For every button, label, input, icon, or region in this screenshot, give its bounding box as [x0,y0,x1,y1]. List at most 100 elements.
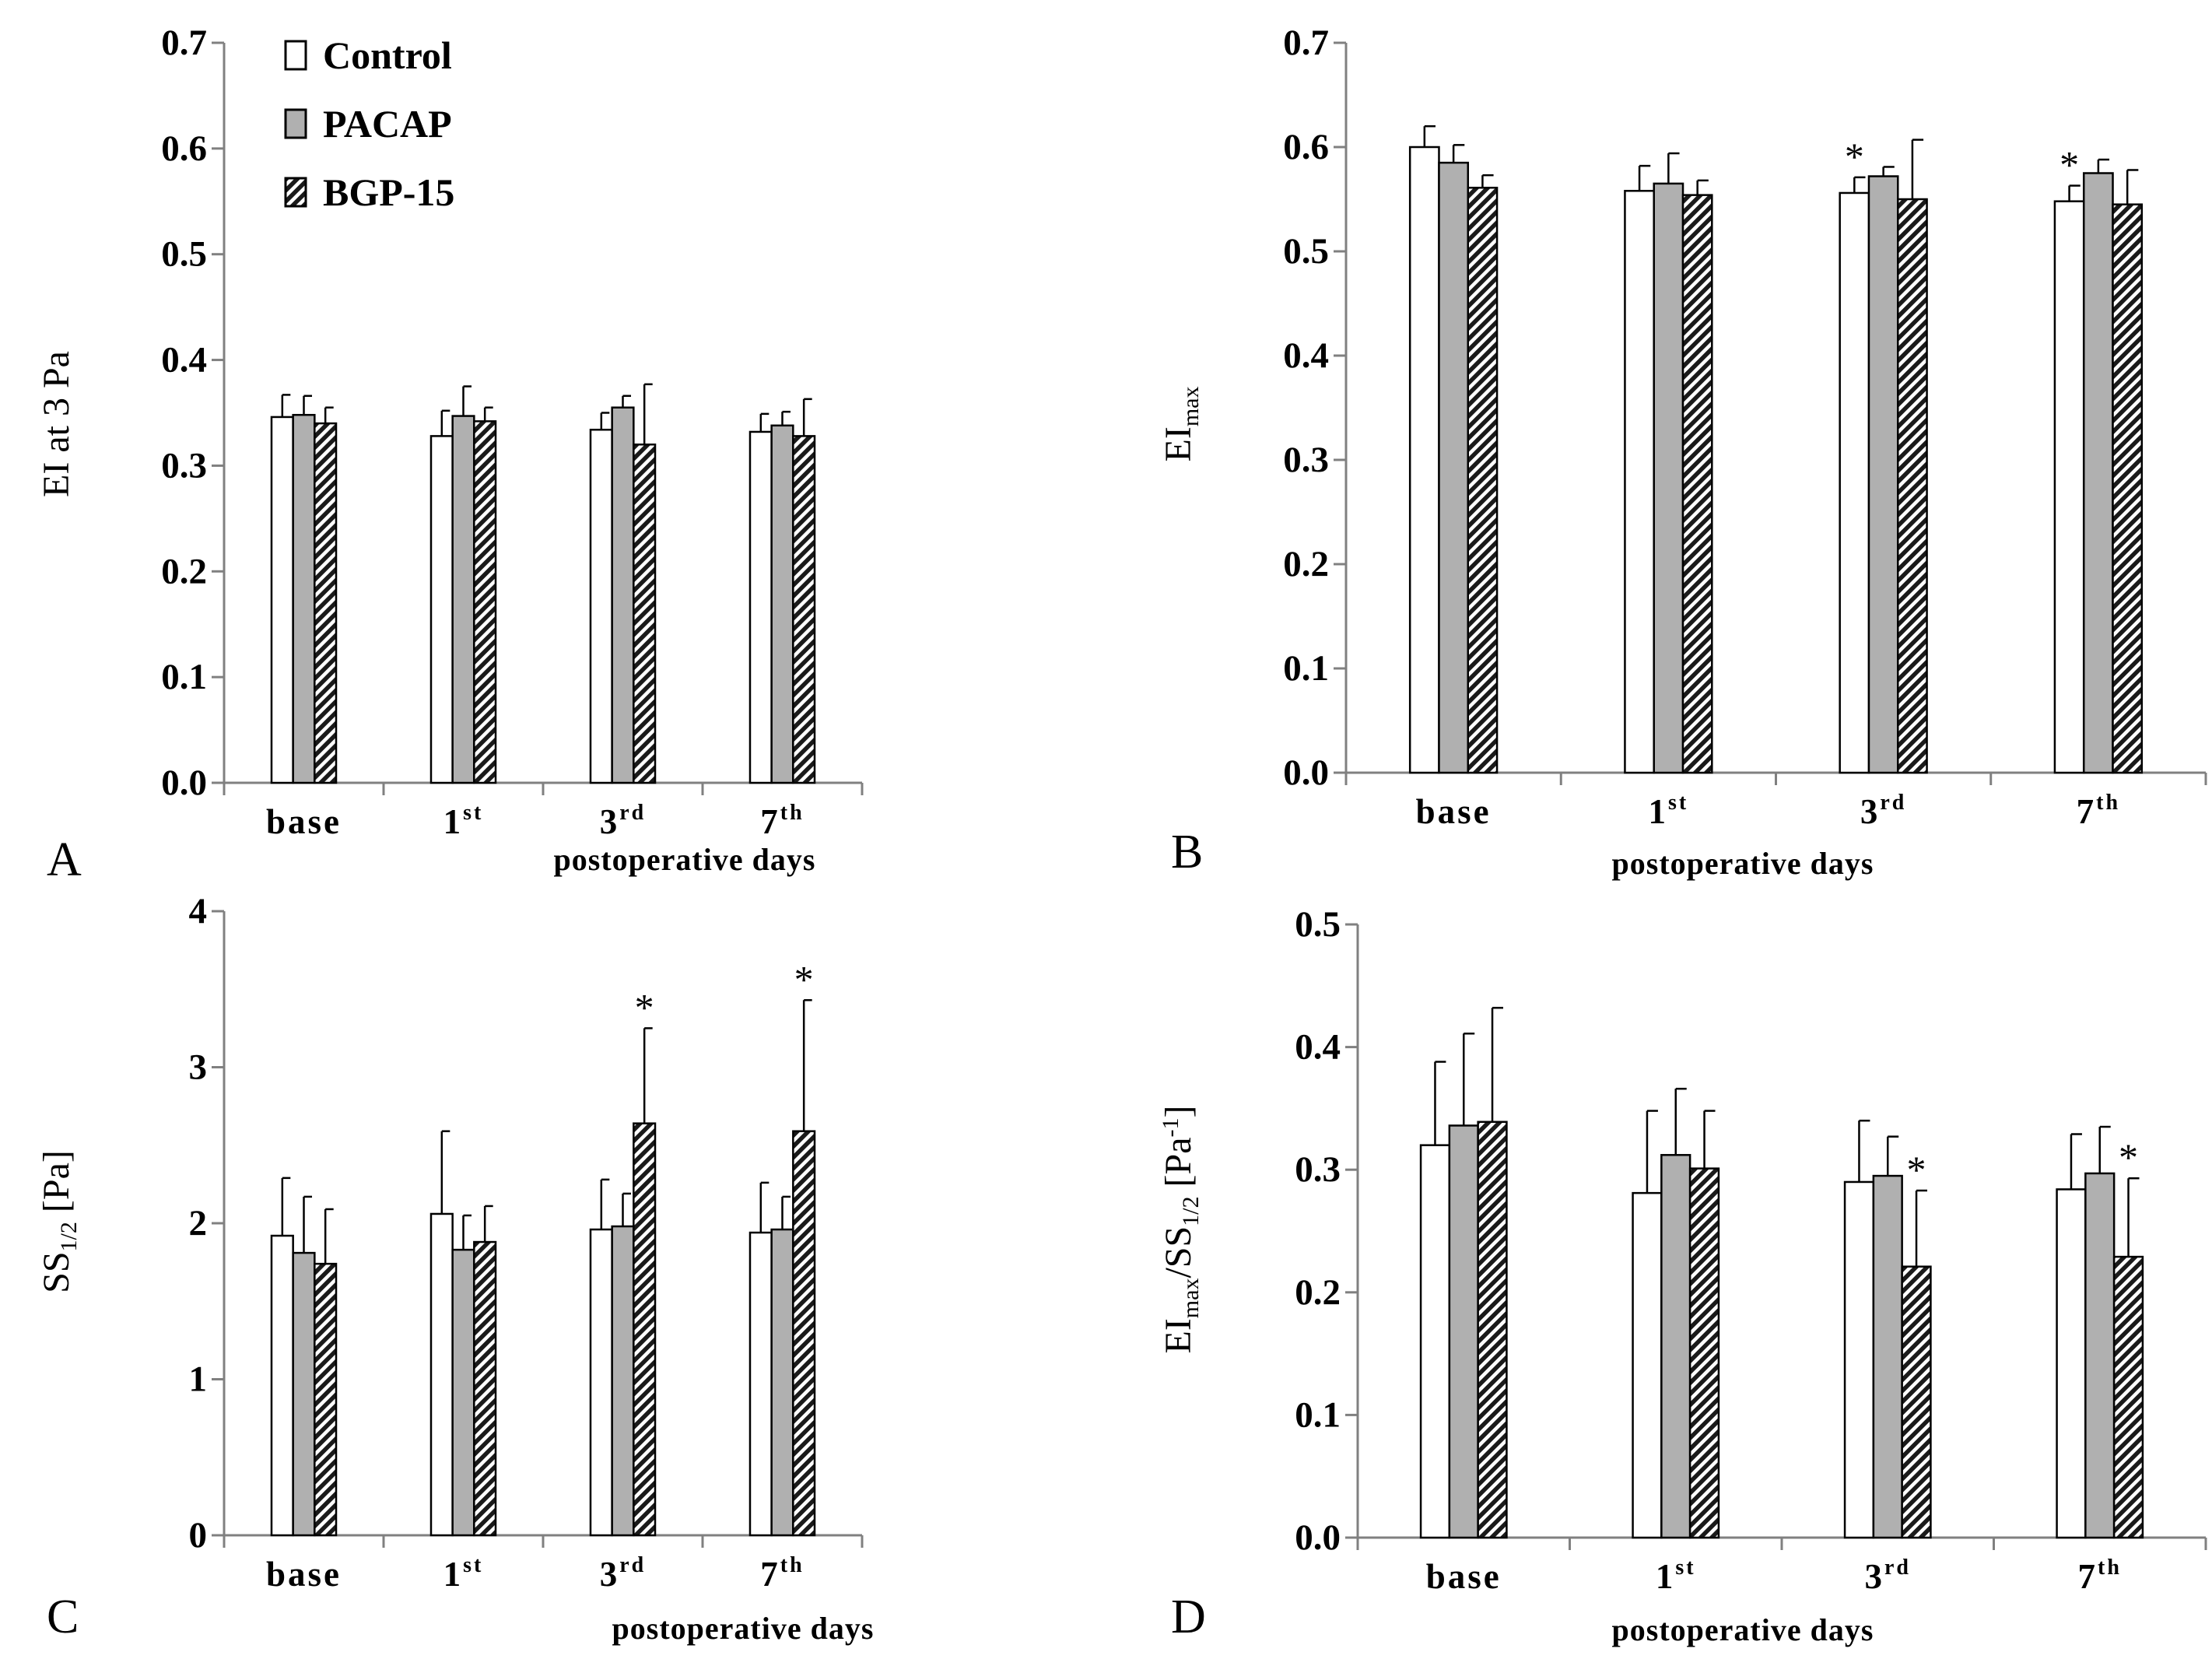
panel-b-bar-control [1408,146,1440,774]
panel-d-bar-bgp15 [1901,1265,1932,1539]
panel-d-ytick-label: 0.3 [1295,1149,1341,1190]
panel-c-significance-star: * [635,985,654,1029]
panel-b-ylabel-sub: max [1178,387,1204,427]
panel-c-bar-control [429,1212,454,1537]
panel-b-bar-pacap [2082,172,2114,774]
panel-d-ylabel-sup: -1 [1158,1117,1183,1137]
panel-a-ytick-label: 0.4 [161,340,207,381]
panel-a-bar-control [429,435,454,784]
panel-a-category-label: 1st [443,801,484,841]
legend-swatch-control [284,40,307,71]
panel-b-bar-bgp15 [2112,203,2144,774]
panel-d-bar-control [2056,1188,2087,1539]
panel-a-ylabel: EI at 3 Pa [36,351,77,497]
panel-a-bar-bgp15 [633,444,657,784]
panel-a-bar-pacap [292,413,316,784]
panel-c-category-label: base [266,1555,342,1594]
panel-a-ytick-label: 0.0 [161,763,207,803]
panel-c-ylabel-main: SS [36,1251,77,1292]
panel-c-bar-pacap [770,1228,794,1537]
panel-b-significance-star: * [1845,135,1864,178]
panel-b-bar-control [1624,190,1655,774]
panel-c-category-label: 7th [760,1553,804,1594]
panel-c-category-label: 3rd [600,1553,647,1594]
panel-d-category-label: 1st [1656,1556,1696,1596]
panel-c-bar-bgp15 [314,1262,338,1537]
panel-b-bar-pacap [1438,161,1470,774]
panel-d-bar-control [1632,1191,1663,1539]
panel-c-bar-pacap [611,1225,635,1537]
panel-a-category-label: 7th [760,801,804,841]
panel-a-bar-pacap [770,424,794,784]
panel-b-bar-bgp15 [1467,187,1499,774]
panel-b-bar-control [2053,200,2085,774]
panel-c-ytick-label: 0 [189,1515,208,1556]
legend-swatch-bgp15 [284,177,307,208]
panel-b-ylabel: EImax [1158,387,1204,462]
panel-d-bar-pacap [2084,1172,2116,1539]
panel-d-ytick-label: 0.1 [1295,1394,1341,1435]
panel-d-plot: 0.0 0.1 0.2 0.3 0.4 0.5 base 1st 3rd 7th * * [1295,904,2207,1596]
panel-d-ylabel: EImax/SS1/2 [Pa-1] [1158,1105,1204,1353]
panel-d-ylabel-rest3: ] [1158,1105,1199,1117]
panel-c-bar-bgp15 [792,1130,816,1537]
panel-b-ytick-label: 0.7 [1283,23,1329,63]
panel-d-letter: D [1171,1591,1206,1643]
panel-b-category-label: 3rd [1860,791,1907,831]
panel-b-ylabel-main: EI [1158,426,1199,461]
panel-a-ytick-label: 0.1 [161,657,207,697]
panel-a-bar-pacap [611,406,635,784]
panel-d-bar-control [1419,1144,1451,1539]
panel-a-bar-bgp15 [314,422,338,784]
panel-b-category-label: base [1416,792,1492,831]
panel-c-ylabel-sub: 1/2 [56,1222,82,1251]
panel-a-category-label: base [266,802,342,841]
panel-a-plot: 0.0 0.1 0.2 0.3 0.4 0.5 0.6 0.7 base 1st 3rd 7th [161,23,864,841]
panel-a-category-label: 3rd [600,801,647,841]
panel-d-ylabel-main: EI [1158,1318,1199,1353]
panel-c-ytick-label: 4 [189,891,208,931]
panel-b-ytick-label: 0.0 [1283,752,1329,793]
panel-b-ytick-label: 0.5 [1283,231,1329,272]
panel-d-ylabel-sub2: 1/2 [1178,1196,1204,1226]
panel-d-bar-control [1843,1180,1875,1539]
panel-c-ylabel: SS1/2 [Pa] [36,1150,82,1293]
panel-c-ylabel-rest: [Pa] [36,1150,77,1222]
panel-d-ytick-label: 0.4 [1295,1027,1341,1068]
panel-a-ytick-label: 0.3 [161,445,207,486]
panel-d-xlabel: postoperative days [1612,1612,1874,1647]
panel-b-letter: B [1171,826,1203,879]
panel-b-xlabel: postoperative days [1612,846,1874,881]
legend-label-bgp15: BGP-15 [323,170,454,214]
panel-c-ytick-label: 2 [189,1203,208,1243]
panel-b-bar-control [1839,191,1870,774]
panel-d-ylabel-rest2: [Pa [1158,1137,1199,1196]
panel-a-bar-bgp15 [473,420,497,784]
panel-c: 0 1 2 3 4 base 1st 3rd 7th * * SS1/2 [Pa] postoper… [36,891,873,1646]
panel-b-category-label: 1st [1649,791,1689,831]
panel-b-ytick-label: 0.2 [1283,544,1329,584]
panel-b-bar-pacap [1653,182,1684,774]
panel-a-bar-pacap [451,415,475,784]
panel-b-ytick-label: 0.6 [1283,127,1329,167]
panel-d-ylabel-sub: max [1178,1278,1204,1319]
panel-c-significance-star: * [794,957,814,1001]
panel-a-ytick-label: 0.7 [161,23,207,63]
panel-c-bar-bgp15 [473,1240,497,1537]
panel-d-significance-star: * [2119,1135,2138,1179]
panel-c-bar-pacap [451,1248,475,1537]
panel-c-category-label: 1st [443,1553,484,1594]
panel-a-letter: A [47,833,82,886]
panel-c-bar-control [270,1234,294,1537]
panel-c-bar-control [748,1231,773,1537]
panel-d-category-label: 7th [2078,1556,2122,1596]
panel-d: 0.0 0.1 0.2 0.3 0.4 0.5 base 1st 3rd 7th * * EImax/… [1158,904,2207,1647]
panel-a-bar-bgp15 [792,435,816,784]
panel-b-category-label: 7th [2077,791,2120,831]
panel-d-bar-bgp15 [1688,1167,1720,1539]
legend: Control PACAP BGP-15 [284,33,454,214]
panel-c-letter: C [47,1591,79,1643]
panel-b-bar-bgp15 [1681,194,1713,774]
